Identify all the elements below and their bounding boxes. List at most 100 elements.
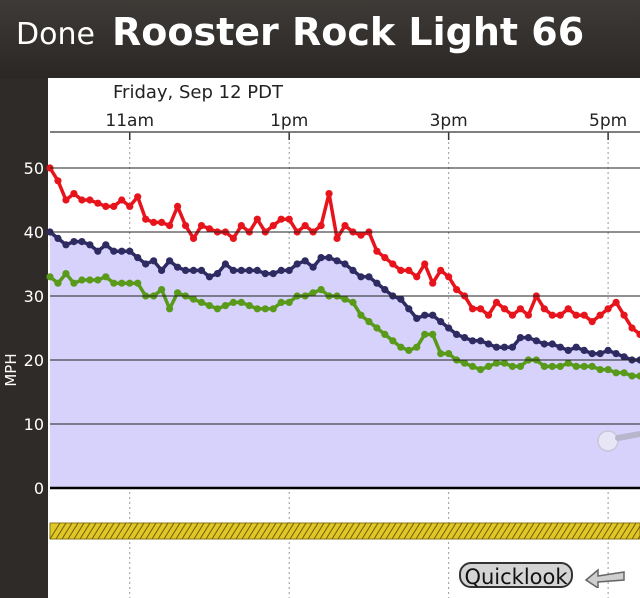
direction-tick: [175, 522, 187, 540]
direction-tick: [349, 522, 361, 540]
direction-tick: [241, 522, 253, 540]
direction-tick: [445, 522, 457, 540]
lull-point: [46, 273, 54, 281]
lull-point: [126, 279, 134, 287]
direction-tick: [475, 522, 487, 540]
average-point: [165, 257, 174, 265]
done-button[interactable]: Done: [16, 17, 95, 52]
direction-tick: [559, 522, 571, 540]
average-point: [269, 270, 277, 278]
average-point: [548, 340, 556, 348]
direction-tick: [523, 522, 535, 540]
direction-tick: [379, 522, 391, 540]
direction-tick: [511, 522, 523, 540]
lull-point: [628, 372, 636, 380]
direction-tick: [343, 522, 355, 540]
lull-point: [277, 298, 285, 306]
gust-point: [620, 311, 628, 319]
average-point: [189, 266, 198, 274]
direction-tick: [469, 522, 481, 540]
lull-point: [62, 270, 70, 278]
direction-tick: [49, 522, 61, 540]
direction-tick: [619, 522, 631, 540]
lull-point: [221, 302, 230, 310]
y-tick-label: 20: [24, 351, 44, 370]
average-point: [221, 260, 230, 268]
direction-tick: [337, 522, 349, 540]
scrub-handle-icon[interactable]: [597, 430, 619, 452]
average-point: [604, 346, 612, 354]
average-point: [397, 295, 405, 303]
average-point: [86, 241, 94, 249]
direction-tick: [397, 522, 409, 540]
average-point: [333, 257, 341, 265]
direction-tick: [67, 522, 79, 540]
gust-point: [118, 196, 126, 204]
average-point: [62, 241, 70, 249]
gust-point: [628, 324, 636, 332]
direction-tick: [493, 522, 505, 540]
average-point: [484, 340, 493, 348]
lull-point: [317, 286, 325, 294]
lull-point: [213, 305, 222, 313]
average-point: [237, 266, 245, 274]
direction-tick: [547, 522, 559, 540]
lull-point: [556, 362, 564, 370]
gust-point: [189, 234, 198, 242]
gust-point: [421, 260, 429, 268]
average-point: [556, 343, 564, 351]
direction-tick: [85, 522, 97, 540]
direction-tick: [127, 522, 139, 540]
gust-point: [405, 266, 413, 274]
lull-point: [253, 305, 261, 313]
direction-tick: [319, 522, 331, 540]
average-point: [325, 254, 333, 262]
average-point: [540, 340, 548, 348]
average-point: [524, 334, 532, 342]
lull-point: [70, 279, 78, 287]
quicklook-button[interactable]: Quicklook: [459, 562, 573, 589]
scrub-handle-tail: [615, 431, 640, 441]
gust-point: [181, 222, 190, 230]
direction-tick: [61, 522, 73, 540]
gust-point: [389, 260, 397, 268]
back-arrow-icon[interactable]: [584, 566, 628, 588]
direction-tick: [193, 522, 205, 540]
lull-point: [516, 362, 525, 370]
y-tick-label: 30: [24, 287, 44, 306]
direction-tick: [115, 522, 127, 540]
average-point: [142, 260, 150, 268]
direction-tick: [229, 522, 241, 540]
gust-point: [508, 311, 517, 319]
average-point: [453, 330, 461, 338]
average-point: [620, 353, 628, 361]
direction-tick: [283, 522, 295, 540]
x-tick-label: 5pm: [589, 111, 627, 131]
average-point: [508, 343, 517, 351]
direction-tick: [517, 522, 529, 540]
lull-point: [596, 366, 604, 374]
gust-point: [94, 199, 102, 207]
gust-point: [453, 286, 461, 294]
gust-point: [269, 222, 277, 230]
lull-point: [429, 330, 437, 338]
gust-point: [325, 190, 333, 198]
direction-tick: [331, 522, 343, 540]
average-point: [429, 311, 437, 319]
direction-tick: [157, 522, 169, 540]
gust-point: [142, 215, 150, 223]
gust-point: [253, 215, 261, 223]
gust-point: [588, 318, 596, 326]
lull-point: [189, 295, 198, 303]
average-point: [516, 334, 525, 342]
average-point: [229, 266, 237, 274]
x-tick-label: 1pm: [270, 111, 308, 131]
average-point: [150, 257, 158, 265]
direction-tick: [529, 522, 541, 540]
average-point: [492, 343, 501, 351]
page-title: Rooster Rock Light 66: [112, 10, 585, 54]
gust-point: [476, 305, 485, 313]
gust-point: [110, 202, 118, 210]
direction-tick: [589, 522, 601, 540]
